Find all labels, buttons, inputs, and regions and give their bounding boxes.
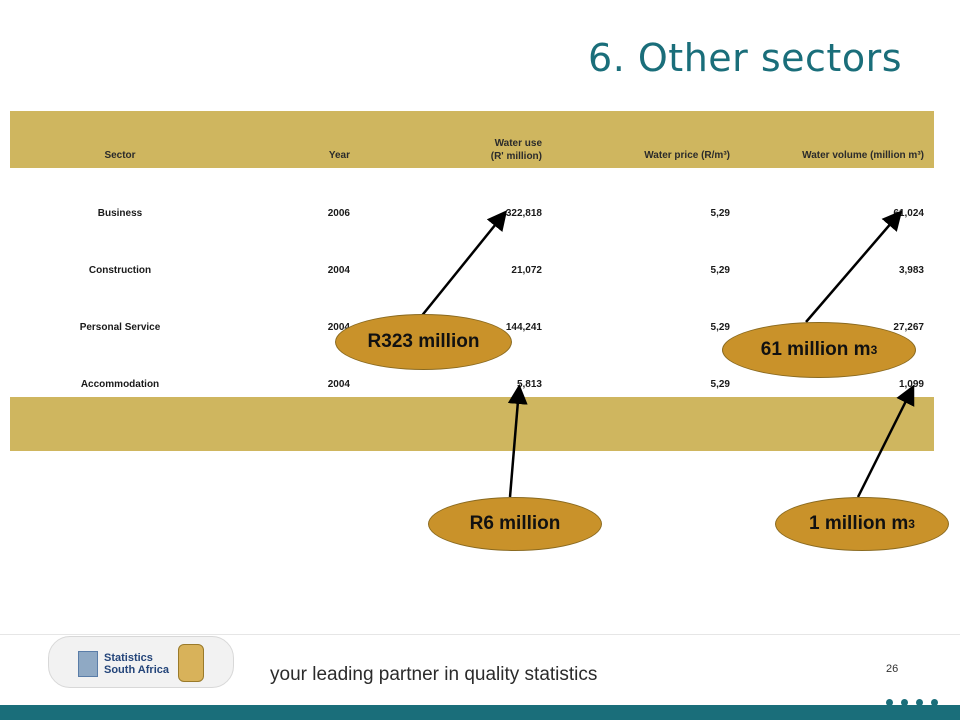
table-row-water-price: 5,29	[710, 322, 730, 333]
arrow-to-accommodation-volume	[856, 384, 915, 498]
dot-icon	[901, 699, 908, 706]
stats-sa-logo: Statistics South Africa	[78, 646, 178, 682]
table-row-water-price: 5,29	[710, 265, 730, 276]
table-row-sector: Business	[97, 208, 143, 219]
footer-bar	[0, 705, 960, 720]
header-water-use-line1: Water use	[494, 138, 542, 149]
table-row-water-use: 322,818	[505, 208, 542, 219]
footer-dots	[886, 699, 938, 706]
header-water-use: Water use (R' million)	[440, 137, 542, 163]
table-row-water-use: 21,072	[511, 265, 542, 276]
page-number: 26	[886, 663, 899, 675]
table-row-water-use: 144,241	[505, 322, 542, 333]
header-sector: Sector	[104, 150, 136, 161]
table-row-water-volume: 3,983	[898, 265, 924, 276]
table-row-water-volume: 61,024	[893, 208, 924, 219]
table-row-water-use: 5,813	[516, 379, 542, 390]
table-row-year: 2004	[327, 379, 350, 390]
table-row-year: 2004	[327, 322, 350, 333]
table-row-year: 2006	[327, 208, 350, 219]
table-row-water-price: 5,29	[710, 208, 730, 219]
header-water-price: Water price (R/m³)	[644, 150, 730, 161]
table-row-year: 2004	[327, 265, 350, 276]
header-water-volume: Water volume (million m³)	[802, 150, 924, 161]
table-row-sector: Construction	[88, 265, 152, 276]
arrow-to-accommodation-use	[507, 384, 528, 498]
arrow-to-business-volume	[805, 210, 903, 323]
logo-text-line1: Statistics	[104, 652, 153, 664]
stats-chart-icon	[78, 651, 98, 677]
table-footer-band	[10, 397, 934, 451]
header-year: Year	[328, 150, 350, 161]
footer-divider	[0, 634, 960, 635]
callout-r6-million: R6 million	[428, 497, 602, 551]
table-header-band	[10, 111, 934, 168]
logo-text-line2: South Africa	[104, 664, 169, 676]
dot-icon	[916, 699, 923, 706]
dot-icon	[931, 699, 938, 706]
page-title: 6. Other sectors	[588, 36, 902, 80]
table-row-sector: Personal Service	[79, 322, 161, 333]
arrow-to-business-use	[419, 210, 508, 319]
table-row-water-volume: 1,099	[898, 379, 924, 390]
coat-of-arms-icon	[178, 644, 204, 682]
footer-tagline: your leading partner in quality statisti…	[270, 664, 598, 685]
table-row-sector: Accommodation	[80, 379, 160, 390]
table-row-water-price: 5,29	[710, 379, 730, 390]
dot-icon	[886, 699, 893, 706]
table-row-water-volume: 27,267	[893, 322, 924, 333]
callout-r323-million: R323 million	[335, 314, 512, 370]
header-water-use-line2: (R' million)	[490, 151, 542, 162]
